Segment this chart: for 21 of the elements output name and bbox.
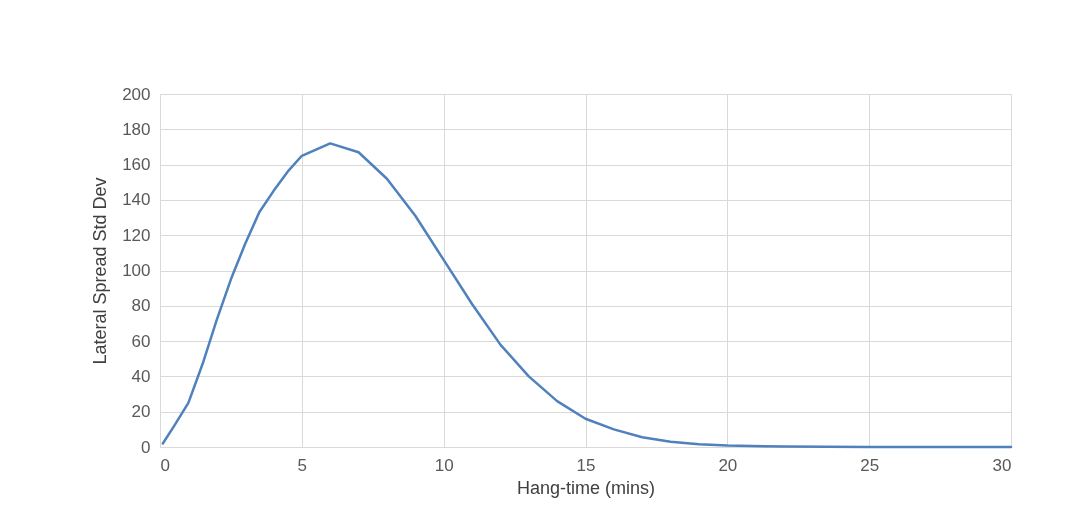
x-tick-label: 25 <box>860 455 880 475</box>
x-tick-label: 10 <box>434 455 454 475</box>
y-axis-title: Lateral Spread Std Dev <box>90 177 111 365</box>
x-tick-label: 5 <box>297 455 308 475</box>
x-tick-label: 0 <box>160 455 170 475</box>
x-tick-label: 15 <box>576 455 596 475</box>
y-tick-label: 160 <box>122 155 151 175</box>
y-tick-label: 180 <box>122 119 151 139</box>
x-tick-label: 30 <box>992 455 1012 475</box>
y-tick-label: 20 <box>131 402 151 422</box>
y-tick-label: 80 <box>131 296 151 316</box>
line-series <box>161 142 1013 449</box>
y-tick-label: 140 <box>122 190 151 210</box>
y-tick-label: 100 <box>122 261 151 280</box>
y-tick-label: 200 <box>122 84 151 104</box>
x-axis-title: Hang-time (mins) <box>516 477 656 498</box>
y-tick-label: 120 <box>122 225 151 245</box>
y-tick-label: 40 <box>131 366 151 386</box>
x-tick-label: 20 <box>718 455 738 475</box>
y-tick-label: 60 <box>131 331 151 351</box>
y-tick-label: 0 <box>141 437 151 457</box>
